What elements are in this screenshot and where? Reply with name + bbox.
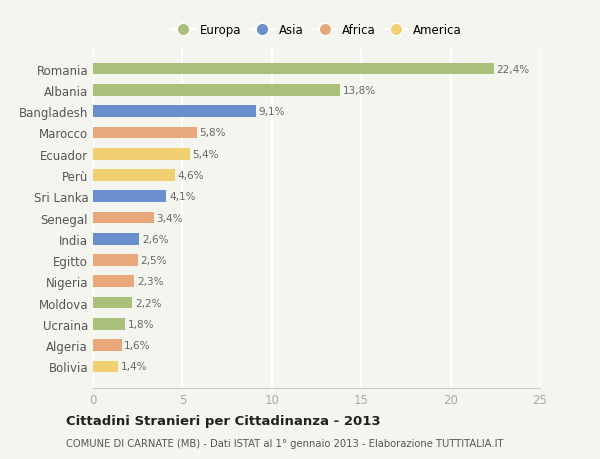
Text: 2,2%: 2,2% xyxy=(135,298,161,308)
Text: 4,6%: 4,6% xyxy=(178,171,205,180)
Text: 9,1%: 9,1% xyxy=(259,107,285,117)
Bar xyxy=(93,318,125,330)
Bar xyxy=(93,106,256,118)
Text: 5,8%: 5,8% xyxy=(199,128,226,138)
Bar xyxy=(93,127,197,139)
Bar xyxy=(93,255,138,266)
Text: 4,1%: 4,1% xyxy=(169,192,196,202)
Text: 13,8%: 13,8% xyxy=(343,86,376,95)
Bar xyxy=(93,361,118,372)
Bar xyxy=(93,64,494,75)
Bar xyxy=(93,340,122,351)
Text: 2,5%: 2,5% xyxy=(140,256,167,265)
Bar xyxy=(93,149,190,160)
Text: 2,3%: 2,3% xyxy=(137,277,163,287)
Bar xyxy=(93,212,154,224)
Text: 1,4%: 1,4% xyxy=(121,362,147,372)
Text: 3,4%: 3,4% xyxy=(157,213,183,223)
Text: 1,6%: 1,6% xyxy=(124,341,151,350)
Text: Cittadini Stranieri per Cittadinanza - 2013: Cittadini Stranieri per Cittadinanza - 2… xyxy=(66,414,380,428)
Bar xyxy=(93,297,133,309)
Bar xyxy=(93,234,139,245)
Text: 5,4%: 5,4% xyxy=(192,149,219,159)
Bar xyxy=(93,170,175,181)
Text: 1,8%: 1,8% xyxy=(128,319,154,329)
Bar xyxy=(93,85,340,96)
Bar xyxy=(93,276,134,287)
Bar xyxy=(93,191,166,202)
Text: 22,4%: 22,4% xyxy=(496,64,529,74)
Text: COMUNE DI CARNATE (MB) - Dati ISTAT al 1° gennaio 2013 - Elaborazione TUTTITALIA: COMUNE DI CARNATE (MB) - Dati ISTAT al 1… xyxy=(66,438,503,448)
Legend: Europa, Asia, Africa, America: Europa, Asia, Africa, America xyxy=(168,20,465,40)
Text: 2,6%: 2,6% xyxy=(142,234,169,244)
